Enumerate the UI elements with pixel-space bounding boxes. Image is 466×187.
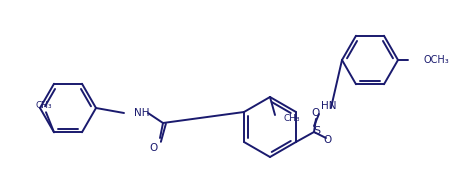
Text: CH₃: CH₃ (36, 101, 52, 110)
Text: O: O (312, 108, 320, 118)
Text: HN: HN (321, 101, 336, 111)
Text: CH₃: CH₃ (283, 114, 300, 122)
Text: OCH₃: OCH₃ (424, 55, 450, 65)
Text: NH: NH (134, 108, 150, 118)
Text: O: O (149, 143, 157, 153)
Text: S: S (314, 126, 321, 136)
Text: O: O (324, 135, 332, 145)
